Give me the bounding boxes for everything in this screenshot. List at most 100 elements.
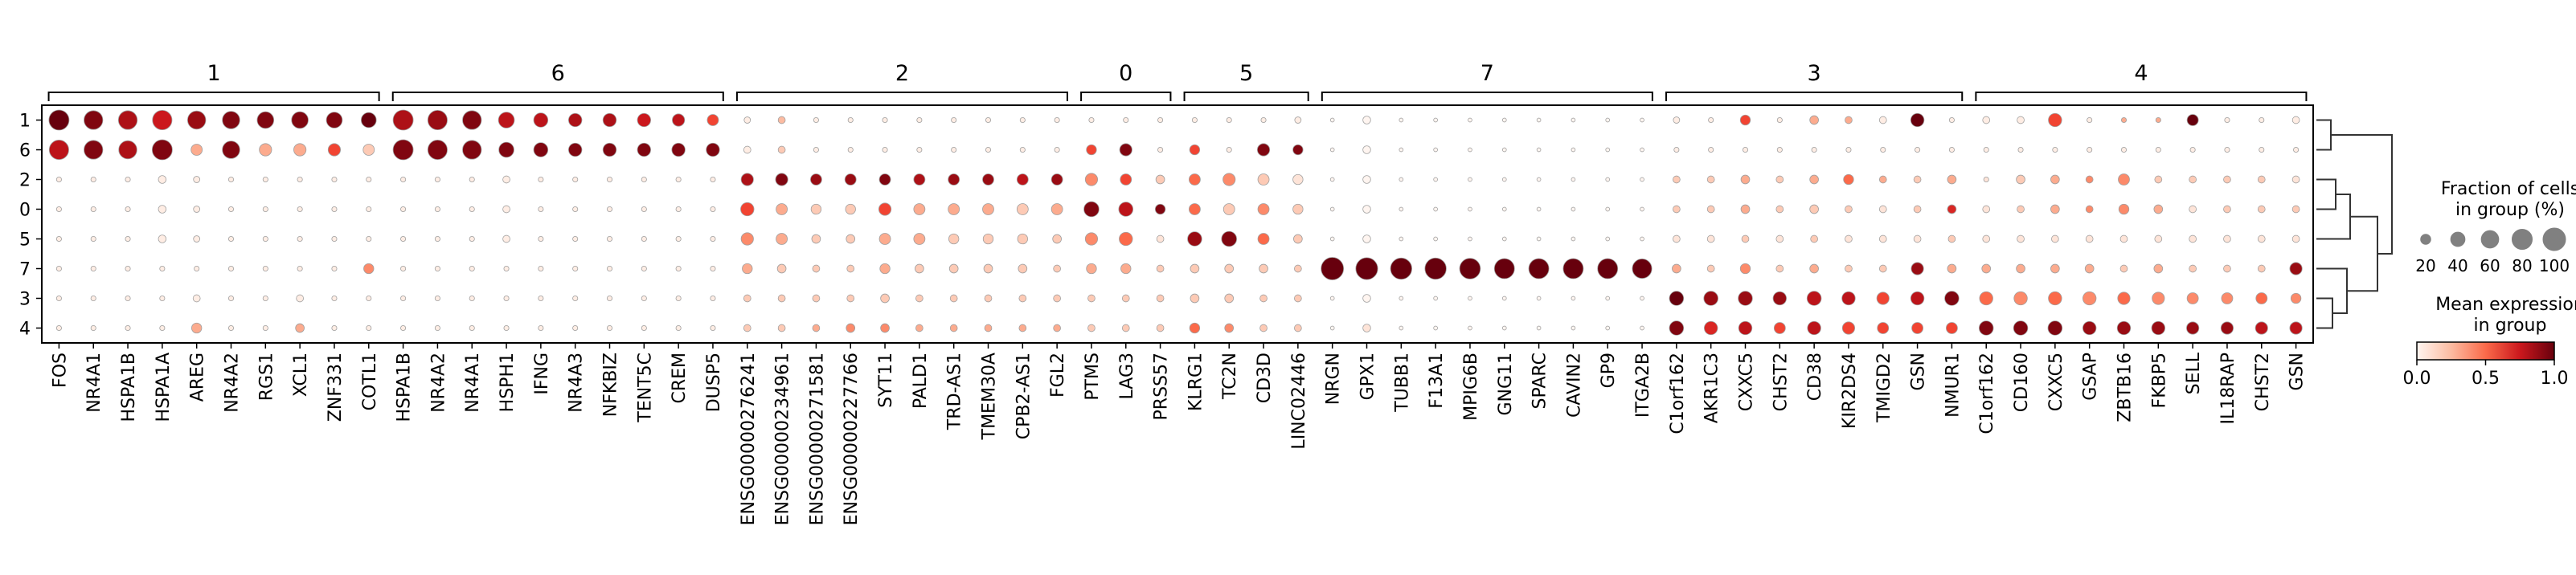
x-axis-ticks: FOS NR4A1 HSPA1B HSPA1A AREG NR4A2 RGS1 XCL1 ZNF… — [50, 343, 2308, 525]
dot — [1321, 257, 1345, 280]
dot — [400, 324, 407, 332]
dot — [2087, 116, 2093, 124]
dot — [1877, 322, 1890, 334]
dot — [602, 112, 617, 128]
dot — [1605, 236, 1611, 242]
dot — [151, 139, 173, 161]
dot — [1399, 147, 1404, 153]
dendrogram-branch — [2316, 194, 2351, 240]
dot — [1536, 206, 1542, 212]
dot — [1501, 325, 1507, 331]
x-tick-label: LINC02446 — [1289, 353, 1309, 450]
dot — [2017, 205, 2025, 214]
dot — [1878, 205, 1887, 214]
dot — [916, 116, 923, 124]
dot — [675, 206, 682, 213]
dot — [1189, 144, 1201, 156]
dot — [331, 235, 338, 243]
x-tick-label: CHST2 — [2253, 353, 2273, 411]
dot — [1050, 203, 1063, 215]
dot — [1190, 263, 1200, 274]
size-legend-dot — [2480, 230, 2500, 249]
dot — [1981, 263, 1992, 274]
dot — [1399, 206, 1404, 212]
dot — [434, 176, 440, 183]
x-tick-label: PTMS — [1083, 353, 1103, 401]
dot — [1845, 234, 1853, 243]
dot — [2119, 264, 2128, 273]
dot — [777, 145, 786, 154]
dot — [2083, 320, 2097, 336]
dot — [675, 295, 682, 302]
dot — [2291, 116, 2300, 124]
dot — [2189, 234, 2197, 243]
dot — [1294, 294, 1302, 303]
dot — [568, 142, 583, 157]
dot — [538, 324, 544, 332]
dot — [193, 235, 201, 243]
dot — [159, 265, 166, 272]
dot — [740, 173, 754, 186]
x-tick-label: C1orf162 — [1977, 353, 1997, 434]
size-legend-label: 40 — [2447, 256, 2467, 275]
x-tick-label: FKBP5 — [2149, 353, 2169, 408]
dot — [1433, 325, 1438, 331]
dot — [538, 176, 544, 183]
dot — [1740, 204, 1751, 214]
dot — [1878, 234, 1887, 243]
dot — [606, 176, 613, 183]
dot — [637, 112, 651, 128]
dot — [1878, 264, 1887, 273]
dot — [262, 295, 268, 302]
dot — [55, 295, 62, 302]
dot — [469, 324, 475, 332]
dot — [227, 235, 235, 243]
dot — [502, 205, 510, 214]
dot — [1362, 294, 1371, 303]
dot — [844, 173, 857, 186]
dot — [2224, 146, 2230, 153]
dot — [1876, 292, 1890, 305]
dot — [675, 235, 682, 243]
dot — [2120, 146, 2128, 153]
dot — [1120, 263, 1132, 275]
dot — [742, 263, 753, 275]
dot-matrix — [48, 109, 2303, 336]
dot — [48, 139, 69, 161]
x-tick-label: KLRG1 — [1186, 353, 1206, 411]
colorbar-tick-label: 0.0 — [2403, 369, 2431, 389]
colorbar — [2416, 341, 2555, 361]
dot — [84, 110, 104, 130]
dot — [915, 324, 924, 332]
dot — [985, 116, 992, 124]
dot — [538, 295, 544, 302]
dot — [1605, 206, 1611, 212]
dot — [1809, 115, 1819, 125]
dot — [1738, 291, 1753, 306]
dot — [400, 176, 407, 183]
x-tick-label: NR4A3 — [567, 353, 587, 413]
dot — [1189, 203, 1201, 215]
dot — [1189, 173, 1201, 186]
dot — [1706, 234, 1715, 243]
dot — [2155, 146, 2161, 153]
x-tick-label: AKR1C3 — [1702, 353, 1722, 423]
x-tick-label: COTL1 — [360, 353, 380, 410]
dot — [1018, 324, 1027, 332]
dot — [469, 176, 475, 183]
dot — [2116, 320, 2132, 336]
dot — [1880, 146, 1886, 153]
x-tick-label: ZBTB16 — [2115, 353, 2136, 422]
group-label: 5 — [1239, 61, 1253, 86]
dot — [1493, 258, 1515, 279]
dot — [1571, 296, 1576, 301]
dot — [297, 265, 303, 272]
dot — [158, 205, 167, 214]
x-tick-label: SPARC — [1530, 353, 1550, 409]
dot — [1294, 264, 1302, 273]
x-tick-label: F13A1 — [1427, 353, 1447, 409]
dot — [1845, 205, 1853, 214]
dot — [572, 324, 579, 332]
dot — [776, 263, 787, 274]
dot — [2153, 263, 2164, 274]
